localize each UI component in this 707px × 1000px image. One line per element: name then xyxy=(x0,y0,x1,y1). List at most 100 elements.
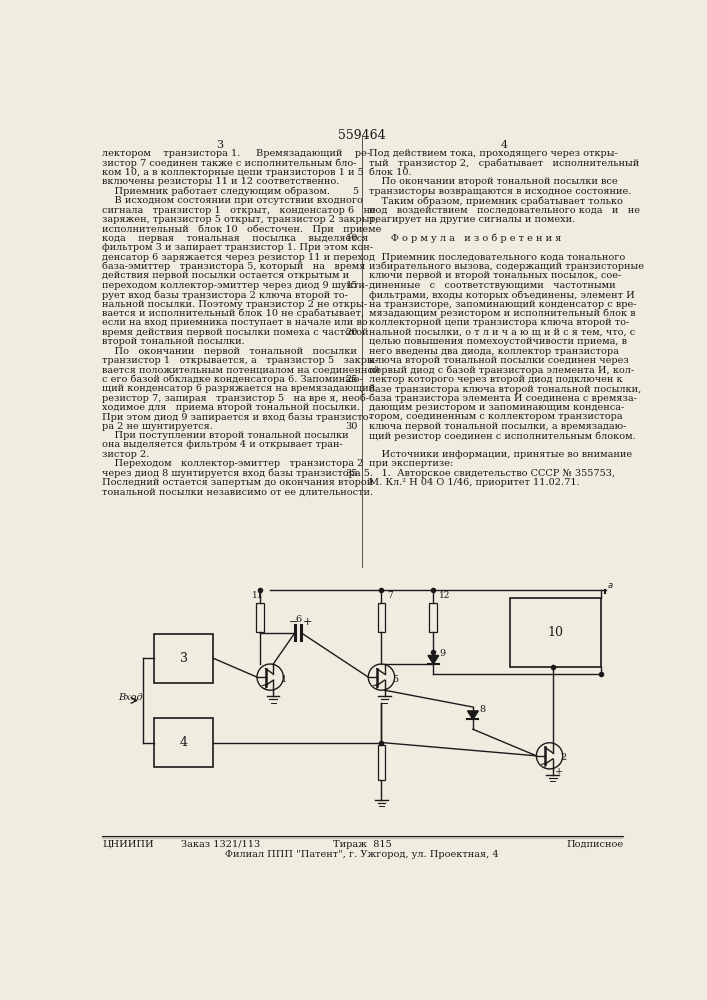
Text: 20: 20 xyxy=(346,328,358,337)
Bar xyxy=(429,603,437,632)
Text: зистор 2.: зистор 2. xyxy=(103,450,150,459)
Text: 559464: 559464 xyxy=(338,129,386,142)
Text: Подписное: Подписное xyxy=(566,840,623,849)
Text: время действия первой посылки помеха с частотой: время действия первой посылки помеха с ч… xyxy=(103,328,369,337)
Text: +: + xyxy=(303,617,312,627)
Text: переходом коллектор-эмиттер через диод 9 шунти-: переходом коллектор-эмиттер через диод 9… xyxy=(103,281,368,290)
Text: мязадающим резистором и исполнительный блок в: мязадающим резистором и исполнительный б… xyxy=(369,309,636,318)
Text: ключи первой и второй тональных посылок, сое-: ключи первой и второй тональных посылок,… xyxy=(369,271,621,280)
Text: 6: 6 xyxy=(295,615,301,624)
Bar xyxy=(154,634,214,683)
Text: ЦНИИПИ: ЦНИИПИ xyxy=(103,840,154,849)
Text: По окончании второй тональной посылки все: По окончании второй тональной посылки вс… xyxy=(369,177,617,186)
Text: фильтрами, входы которых объединены, элемент И: фильтрами, входы которых объединены, эле… xyxy=(369,290,635,300)
Text: 2: 2 xyxy=(561,753,566,762)
Text: a: a xyxy=(608,581,613,590)
Text: него введены два диода, коллектор транзистора: него введены два диода, коллектор транзи… xyxy=(369,347,619,356)
Text: коллекторной цепи транзистора ключа второй то-: коллекторной цепи транзистора ключа втор… xyxy=(369,318,629,327)
Bar xyxy=(510,598,602,667)
Text: −: − xyxy=(288,617,298,627)
Text: резистор 7, запирая   транзистор 5   на вре я, необ-: резистор 7, запирая транзистор 5 на вре … xyxy=(103,394,369,403)
Text: Источники информации, принятые во внимание: Источники информации, принятые во вниман… xyxy=(369,450,632,459)
Text: дающим резистором и запоминающим конденса-: дающим резистором и запоминающим конденс… xyxy=(369,403,624,412)
Text: с его базой обкладке конденсатора 6. Запоминаю-: с его базой обкладке конденсатора 6. Зап… xyxy=(103,375,363,384)
Text: тором, соединенным с коллектором транзистора: тором, соединенным с коллектором транзис… xyxy=(369,412,623,421)
Text: реагирует на другие сигналы и помехи.: реагирует на другие сигналы и помехи. xyxy=(369,215,575,224)
Text: При поступлении второй тональной посылки: При поступлении второй тональной посылки xyxy=(103,431,349,440)
Text: ключа второй тональной посылки соединен через: ключа второй тональной посылки соединен … xyxy=(369,356,629,365)
Text: Приемник работает следующим образом.: Приемник работает следующим образом. xyxy=(103,187,330,196)
Text: 30: 30 xyxy=(346,422,358,431)
Text: кода    первая    тональная    посылка    выделяется: кода первая тональная посылка выделяется xyxy=(103,234,368,243)
Text: В исходном состоянии при отсутствии входного: В исходном состоянии при отсутствии вход… xyxy=(103,196,363,205)
Text: тый   транзистор 2,   срабатывает   исполнительный: тый транзистор 2, срабатывает исполнител… xyxy=(369,159,639,168)
Text: 3: 3 xyxy=(180,652,187,665)
Text: 4: 4 xyxy=(501,140,508,150)
Text: база транзистора элемента И соединена с времяза-: база транзистора элемента И соединена с … xyxy=(369,394,637,403)
Text: тональной посылки независимо от ее длительности.: тональной посылки независимо от ее длите… xyxy=(103,487,373,496)
Text: Под действием тока, проходящего через откры-: Под действием тока, проходящего через от… xyxy=(369,149,618,158)
Text: база-эмиттер   транзистора 5, который   на   время: база-эмиттер транзистора 5, который на в… xyxy=(103,262,366,271)
Text: через диод 8 шунтируется вход базы транзистора 5.: через диод 8 шунтируется вход базы транз… xyxy=(103,469,373,478)
Text: Тираж  815: Тираж 815 xyxy=(332,840,392,849)
Text: ключа первой тональной посылки, а времязадаю-: ключа первой тональной посылки, а времяз… xyxy=(369,422,626,431)
Text: 9: 9 xyxy=(440,649,445,658)
Text: заряжен, транзистор 5 открыт, транзистор 2 закрыт,: заряжен, транзистор 5 открыт, транзистор… xyxy=(103,215,378,224)
Text: нальной посылки. Поэтому транзистор 2 не откры-: нальной посылки. Поэтому транзистор 2 не… xyxy=(103,300,368,309)
Text: Вход: Вход xyxy=(118,693,143,702)
Text: М. Кл.² Н 04 О 1/46, приоритет 11.02.71.: М. Кл.² Н 04 О 1/46, приоритет 11.02.71. xyxy=(369,478,580,487)
Text: транзисторы возвращаются в исходное состояние.: транзисторы возвращаются в исходное сост… xyxy=(369,187,631,196)
Bar xyxy=(378,603,385,632)
Text: Переходом   коллектор-эмиттер   транзистора 2: Переходом коллектор-эмиттер транзистора … xyxy=(103,459,363,468)
Text: лектором    транзистора 1.     Времязадающий    ре-: лектором транзистора 1. Времязадающий ре… xyxy=(103,149,370,158)
Bar xyxy=(256,603,264,632)
Text: действия первой посылки остается открытым и: действия первой посылки остается открыты… xyxy=(103,271,349,280)
Text: ходимое для   приема второй тональной посылки.: ходимое для приема второй тональной посы… xyxy=(103,403,360,412)
Text: 15: 15 xyxy=(346,281,358,290)
Text: щий конденсатор 6 разряжается на времязадающий: щий конденсатор 6 разряжается на времяза… xyxy=(103,384,375,393)
Text: денсатор 6 заряжается через резистор 11 и переход: денсатор 6 заряжается через резистор 11 … xyxy=(103,253,375,262)
Text: на транзисторе, запоминающий конденсатор с вре-: на транзисторе, запоминающий конденсатор… xyxy=(369,300,636,309)
Polygon shape xyxy=(467,711,479,719)
Text: под   воздействием   последовательного кода   и   не: под воздействием последовательного кода … xyxy=(369,206,640,215)
Text: избирательного вызова, содержащий транзисторные: избирательного вызова, содержащий транзи… xyxy=(369,262,644,271)
Text: исполнительный   блок 10   обесточен.   При   приеме: исполнительный блок 10 обесточен. При пр… xyxy=(103,224,382,234)
Text: По   окончании   первой   тональной   посылки: По окончании первой тональной посылки xyxy=(103,347,357,356)
Text: второй тональной посылки.: второй тональной посылки. xyxy=(103,337,245,346)
Text: 7: 7 xyxy=(387,591,392,600)
Text: зистор 7 соединен также с исполнительным бло-: зистор 7 соединен также с исполнительным… xyxy=(103,159,357,168)
Text: транзистор 1   открывается, а   транзистор 5   закры-: транзистор 1 открывается, а транзистор 5… xyxy=(103,356,378,365)
Text: ком 10, а в коллекторные цепи транзисторов 1 и 5: ком 10, а в коллекторные цепи транзистор… xyxy=(103,168,364,177)
Text: сигнала   транзистор 1   открыт,   конденсатор 6   не: сигнала транзистор 1 открыт, конденсатор… xyxy=(103,206,376,215)
Text: лектор которого через второй диод подключен к: лектор которого через второй диод подклю… xyxy=(369,375,623,384)
Text: она выделяется фильтром 4 и открывает тран-: она выделяется фильтром 4 и открывает тр… xyxy=(103,440,343,449)
Text: вается и исполнительный блок 10 не срабатывает,: вается и исполнительный блок 10 не сраба… xyxy=(103,309,364,318)
Text: +: + xyxy=(555,767,563,776)
Text: целью повышения помехоустойчивости приема, в: целью повышения помехоустойчивости прием… xyxy=(369,337,627,346)
Text: 3: 3 xyxy=(216,140,223,150)
Text: вается положительным потенциалом на соединенной: вается положительным потенциалом на соед… xyxy=(103,365,380,374)
Text: 10: 10 xyxy=(548,626,563,639)
Text: 1.  Авторское свидетельство СССР № 355753,: 1. Авторское свидетельство СССР № 355753… xyxy=(369,469,615,478)
Text: первый диод с базой транзистора элемента И, кол-: первый диод с базой транзистора элемента… xyxy=(369,365,634,375)
Text: 10: 10 xyxy=(346,234,358,243)
Text: Приемник последовательного кода тонального: Приемник последовательного кода тонально… xyxy=(369,253,625,262)
Text: 35: 35 xyxy=(346,469,358,478)
Text: 4: 4 xyxy=(180,736,187,749)
Text: При этом диод 9 запирается и вход базы транзисто-: При этом диод 9 запирается и вход базы т… xyxy=(103,412,372,422)
Text: ра 2 не шунтируется.: ра 2 не шунтируется. xyxy=(103,422,214,431)
Bar xyxy=(378,745,385,780)
Polygon shape xyxy=(428,655,439,664)
Text: блок 10.: блок 10. xyxy=(369,168,411,177)
Text: 5: 5 xyxy=(352,187,358,196)
Text: 25: 25 xyxy=(346,375,358,384)
Text: базе транзистора ключа второй тональной посылки,: базе транзистора ключа второй тональной … xyxy=(369,384,641,394)
Bar xyxy=(154,718,214,767)
Text: при экспертизе:: при экспертизе: xyxy=(369,459,453,468)
Text: диненные   с   соответствующими   частотными: диненные с соответствующими частотными xyxy=(369,281,616,290)
Text: 1: 1 xyxy=(281,675,287,684)
Text: если на вход приемника поступает в начале или во: если на вход приемника поступает в начал… xyxy=(103,318,368,327)
Text: фильтром 3 и запирает транзистор 1. При этом кон-: фильтром 3 и запирает транзистор 1. При … xyxy=(103,243,373,252)
Text: включены резисторы 11 и 12 соответственно.: включены резисторы 11 и 12 соответственн… xyxy=(103,177,339,186)
Text: Таким образом, приемник срабатывает только: Таким образом, приемник срабатывает толь… xyxy=(369,196,623,206)
